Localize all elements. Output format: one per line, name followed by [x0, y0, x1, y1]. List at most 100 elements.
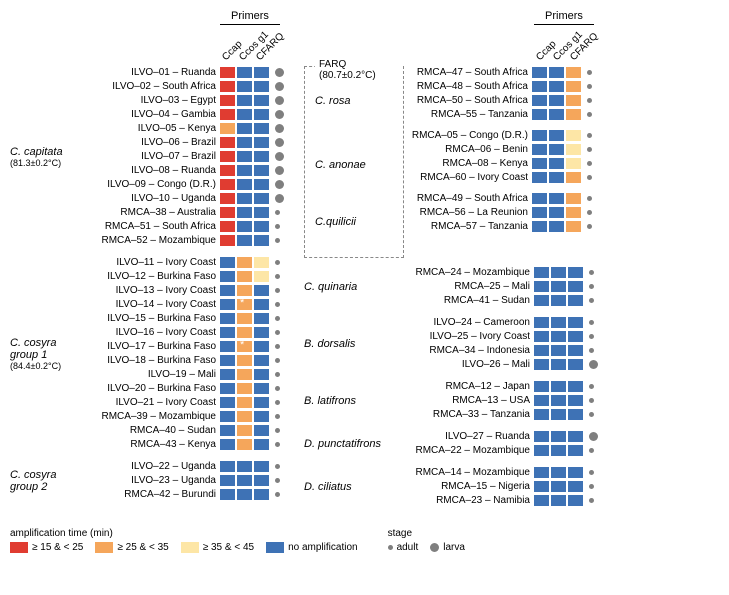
legend-item: larva [430, 542, 465, 553]
heatmap-cell [566, 109, 581, 120]
heatmap-row: ILVO–19 – Mali [80, 368, 280, 381]
heatmap-row: RMCA–22 – Mozambique [394, 444, 598, 457]
legend-item: ≥ 25 & < 35 [95, 542, 168, 553]
heatmap-cell [551, 467, 566, 478]
stage-dot [589, 498, 594, 503]
heatmap-cell [534, 395, 549, 406]
heatmap-cell [220, 299, 235, 310]
heatmap-cell [220, 221, 235, 232]
species-group: RMCA–49 – South AfricaRMCA–56 – La Reuni… [404, 192, 592, 233]
stage-dot [589, 298, 594, 303]
sample-label: ILVO–14 – Ivory Coast [80, 299, 220, 310]
species-temp: (84.4±0.2°C) [10, 361, 74, 371]
heatmap-row: ILVO–23 – Uganda [80, 474, 280, 487]
legend-swatch [10, 542, 28, 553]
sample-label: RMCA–49 – South Africa [404, 193, 532, 204]
heatmap-cell [549, 144, 564, 155]
heatmap-cell [237, 425, 252, 436]
heatmap-cell [220, 193, 235, 204]
sample-label: RMCA–51 – South Africa [80, 221, 220, 232]
heatmap-cell [551, 281, 566, 292]
heatmap-row: ILVO–03 – Egypt [80, 94, 284, 107]
heatmap-cell [568, 359, 583, 370]
heatmap-cell [254, 489, 269, 500]
stage-dot [587, 84, 592, 89]
sample-label: RMCA–57 – Tanzania [404, 221, 532, 232]
stage-dot [275, 414, 280, 419]
heatmap-cell [566, 95, 581, 106]
heatmap-cell [534, 359, 549, 370]
species-temp: (81.3±0.2°C) [10, 158, 74, 168]
heatmap-cell [551, 495, 566, 506]
heatmap-cell [220, 81, 235, 92]
legend-swatch [95, 542, 113, 553]
stage-dot [275, 288, 280, 293]
sample-label: ILVO–03 – Egypt [80, 95, 220, 106]
stage-dot [275, 138, 284, 147]
heatmap-cell [549, 193, 564, 204]
heatmap-cell [237, 313, 252, 324]
heatmap-row: RMCA–38 – Australia [80, 206, 284, 219]
heatmap-row: RMCA–49 – South Africa [404, 192, 592, 205]
stage-dot [275, 400, 280, 405]
sample-label: ILVO–23 – Uganda [80, 475, 220, 486]
heatmap-cell [551, 359, 566, 370]
heatmap-row: ILVO–04 – Gambia [80, 108, 284, 121]
sample-label: ILVO–21 – Ivory Coast [80, 397, 220, 408]
species-group: D. punctatifronsILVO–27 – RuandaRMCA–22 … [304, 430, 598, 458]
heatmap-cell [220, 475, 235, 486]
group-label: C. cosyra group 2 [10, 460, 80, 502]
species-group: C.quilicii [315, 201, 393, 243]
stage-dot [589, 334, 594, 339]
species-group: C. capitata(81.3±0.2°C)ILVO–01 – RuandaI… [10, 66, 284, 248]
sample-label: RMCA–52 – Mozambique [80, 235, 220, 246]
heatmap-row: ILVO–02 – South Africa [80, 80, 284, 93]
heatmap-row: ILVO–11 – Ivory Coast [80, 256, 280, 269]
stage-dot [275, 110, 284, 119]
heatmap-cell [568, 331, 583, 342]
stage-dot [275, 96, 284, 105]
heatmap-cell [237, 327, 252, 338]
heatmap-row: RMCA–05 – Congo (D.R.) [404, 129, 592, 142]
species-name: C. rosa [315, 95, 387, 107]
sample-label: RMCA–08 – Kenya [404, 158, 532, 169]
sample-label: ILVO–15 – Burkina Faso [80, 313, 220, 324]
species-group: D. ciliatusRMCA–14 – MozambiqueRMCA–15 –… [304, 466, 598, 508]
heatmap-cell [532, 67, 547, 78]
heatmap-cell [549, 67, 564, 78]
stage-dot [589, 448, 594, 453]
stage-dot [275, 194, 284, 203]
legend: amplification time (min) ≥ 15 & < 25≥ 25… [10, 528, 719, 553]
heatmap-cell [237, 369, 252, 380]
legend-label: ≥ 35 & < 45 [203, 542, 254, 553]
stage-dot [275, 442, 280, 447]
heatmap-cell [237, 207, 252, 218]
heatmap-cell [549, 81, 564, 92]
heatmap-cell [532, 109, 547, 120]
sample-label: RMCA–47 – South Africa [404, 67, 532, 78]
heatmap-row: ILVO–27 – Ruanda [394, 430, 598, 443]
species-name: B. dorsalis [304, 338, 388, 350]
heatmap-cell [566, 221, 581, 232]
sample-label: RMCA–22 – Mozambique [394, 445, 534, 456]
heatmap-cell [254, 411, 269, 422]
legend-amplification: amplification time (min) ≥ 15 & < 25≥ 25… [10, 528, 358, 553]
group-label: C.quilicii [315, 201, 393, 243]
heatmap-cell [220, 271, 235, 282]
heatmap-cell [551, 381, 566, 392]
heatmap-row: RMCA–52 – Mozambique [80, 234, 284, 247]
heatmap-row: RMCA–25 – Mali [394, 280, 594, 293]
heatmap-row: ILVO–08 – Ruanda [80, 164, 284, 177]
heatmap-cell [220, 137, 235, 148]
heatmap-cell [237, 81, 252, 92]
heatmap-cell [549, 130, 564, 141]
star-marker: * [240, 339, 244, 351]
heatmap-cell [220, 109, 235, 120]
sample-label: ILVO–19 – Mali [80, 369, 220, 380]
species-group: C. cosyra group 2ILVO–22 – UgandaILVO–23… [10, 460, 284, 502]
stage-dot [589, 270, 594, 275]
heatmap-cell [568, 395, 583, 406]
sample-label: ILVO–20 – Burkina Faso [80, 383, 220, 394]
heatmap-cell [549, 172, 564, 183]
sample-label: RMCA–23 – Namibia [394, 495, 534, 506]
